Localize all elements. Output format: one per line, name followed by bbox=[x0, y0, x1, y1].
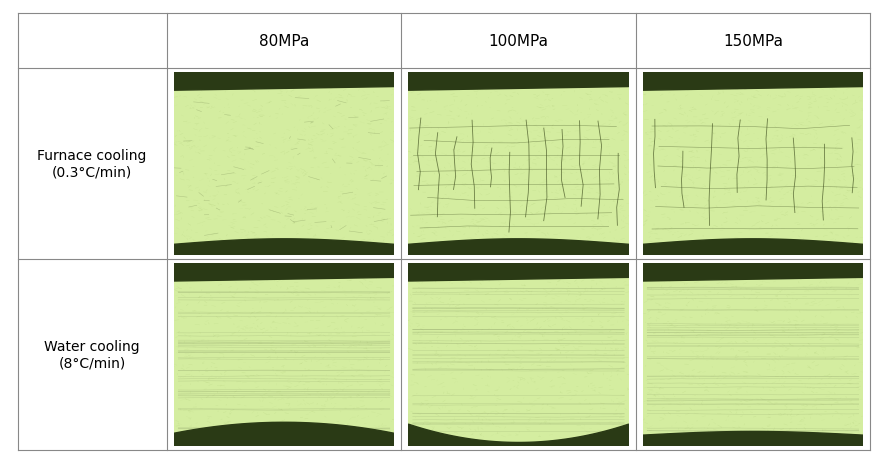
Text: Water cooling
(8°C/min): Water cooling (8°C/min) bbox=[44, 340, 140, 369]
Polygon shape bbox=[174, 73, 393, 91]
Polygon shape bbox=[174, 422, 393, 446]
Polygon shape bbox=[642, 239, 862, 256]
Text: 100MPa: 100MPa bbox=[488, 34, 548, 49]
Polygon shape bbox=[174, 239, 393, 256]
Polygon shape bbox=[642, 263, 862, 281]
Polygon shape bbox=[407, 73, 628, 91]
Polygon shape bbox=[407, 263, 628, 281]
Text: 80MPa: 80MPa bbox=[258, 34, 309, 49]
Polygon shape bbox=[407, 239, 628, 256]
Polygon shape bbox=[642, 73, 862, 91]
Text: Furnace cooling
(0.3°C/min): Furnace cooling (0.3°C/min) bbox=[38, 149, 147, 179]
Polygon shape bbox=[407, 424, 628, 446]
Polygon shape bbox=[642, 431, 862, 446]
Polygon shape bbox=[174, 263, 393, 281]
Text: 150MPa: 150MPa bbox=[722, 34, 782, 49]
